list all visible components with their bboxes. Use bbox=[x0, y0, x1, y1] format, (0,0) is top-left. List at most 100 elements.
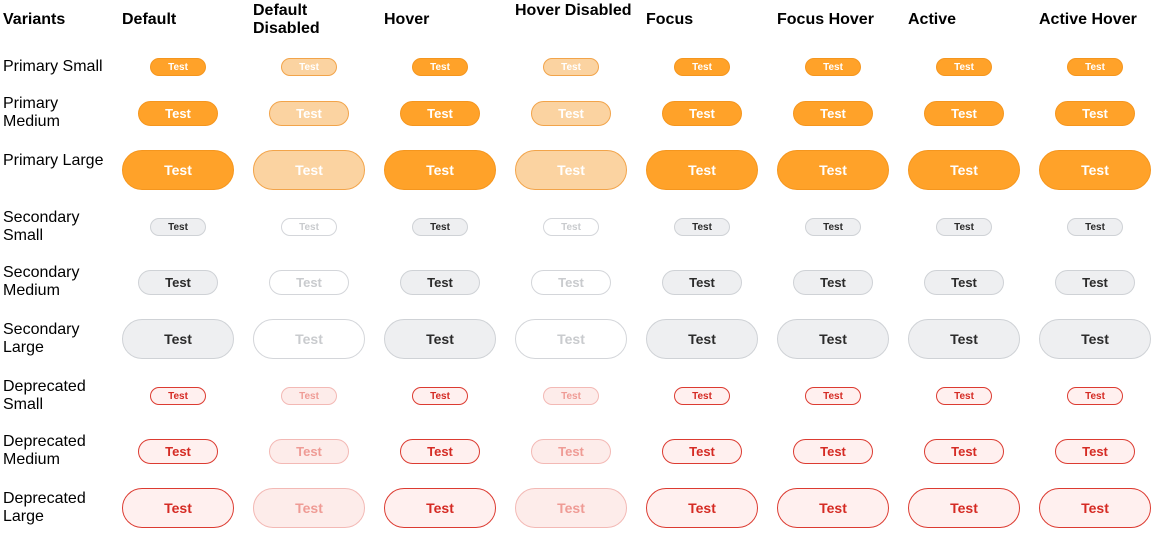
button-label: Test bbox=[296, 105, 322, 121]
deprecated-small-hover-disabled-button: Test bbox=[543, 387, 599, 405]
cell: Test bbox=[515, 317, 627, 361]
primary-medium-default-button[interactable]: Test bbox=[138, 100, 218, 126]
cell: Test bbox=[777, 486, 889, 530]
primary-large-default-button[interactable]: Test bbox=[122, 150, 234, 190]
secondary-small-active-button[interactable]: Test bbox=[936, 218, 992, 236]
button-label: Test bbox=[165, 443, 191, 459]
button-label: Test bbox=[426, 162, 454, 178]
button-label: Test bbox=[561, 61, 581, 73]
deprecated-small-default-button[interactable]: Test bbox=[150, 387, 206, 405]
button-label: Test bbox=[168, 221, 188, 233]
deprecated-small-focus-hover-button[interactable]: Test bbox=[805, 387, 861, 405]
secondary-large-focus-button[interactable]: Test bbox=[646, 319, 758, 359]
column-header-default-disabled: Default Disabled bbox=[253, 2, 320, 37]
primary-medium-active-button[interactable]: Test bbox=[924, 100, 1004, 126]
deprecated-large-hover-button[interactable]: Test bbox=[384, 488, 496, 528]
button-label: Test bbox=[820, 105, 846, 121]
column-header-active-hover: Active Hover bbox=[1039, 11, 1137, 28]
cell: Test bbox=[384, 91, 496, 135]
secondary-medium-focus-hover-button[interactable]: Test bbox=[793, 269, 873, 295]
primary-large-active-button[interactable]: Test bbox=[908, 150, 1020, 190]
button-label: Test bbox=[426, 331, 454, 347]
cell: Test bbox=[384, 374, 496, 418]
cell: Test bbox=[122, 260, 234, 304]
deprecated-small-active-button[interactable]: Test bbox=[936, 387, 992, 405]
cell: Test bbox=[122, 91, 234, 135]
primary-large-hover-button[interactable]: Test bbox=[384, 150, 496, 190]
cell: Test bbox=[515, 91, 627, 135]
button-label: Test bbox=[819, 162, 847, 178]
cell: Test bbox=[777, 429, 889, 473]
primary-medium-default-disabled-button: Test bbox=[269, 100, 349, 126]
deprecated-medium-focus-hover-button[interactable]: Test bbox=[793, 438, 873, 464]
cell: Test bbox=[908, 317, 1020, 361]
cell: Test bbox=[646, 429, 758, 473]
button-label: Test bbox=[168, 61, 188, 73]
deprecated-small-focus-button[interactable]: Test bbox=[674, 387, 730, 405]
primary-small-focus-hover-button[interactable]: Test bbox=[805, 58, 861, 76]
secondary-large-active-button[interactable]: Test bbox=[908, 319, 1020, 359]
primary-medium-focus-button[interactable]: Test bbox=[662, 100, 742, 126]
button-label: Test bbox=[819, 500, 847, 516]
cell: Test bbox=[122, 317, 234, 361]
cell: Test bbox=[384, 260, 496, 304]
cell: Test bbox=[908, 260, 1020, 304]
deprecated-large-active-hover-button[interactable]: Test bbox=[1039, 488, 1151, 528]
cell: Test bbox=[122, 45, 234, 89]
cell: Test bbox=[515, 486, 627, 530]
cell: Test bbox=[908, 91, 1020, 135]
secondary-large-default-disabled-button: Test bbox=[253, 319, 365, 359]
secondary-small-focus-button[interactable]: Test bbox=[674, 218, 730, 236]
deprecated-small-hover-button[interactable]: Test bbox=[412, 387, 468, 405]
button-label: Test bbox=[558, 274, 584, 290]
button-label: Test bbox=[168, 390, 188, 402]
secondary-medium-hover-button[interactable]: Test bbox=[400, 269, 480, 295]
primary-large-focus-hover-button[interactable]: Test bbox=[777, 150, 889, 190]
primary-small-active-hover-button[interactable]: Test bbox=[1067, 58, 1123, 76]
primary-medium-hover-button[interactable]: Test bbox=[400, 100, 480, 126]
deprecated-medium-default-button[interactable]: Test bbox=[138, 438, 218, 464]
secondary-large-hover-disabled-button: Test bbox=[515, 319, 627, 359]
cell: Test bbox=[646, 374, 758, 418]
header-variants: Variants bbox=[3, 11, 66, 28]
secondary-large-default-button[interactable]: Test bbox=[122, 319, 234, 359]
primary-small-focus-button[interactable]: Test bbox=[674, 58, 730, 76]
secondary-large-hover-button[interactable]: Test bbox=[384, 319, 496, 359]
secondary-medium-active-hover-button[interactable]: Test bbox=[1055, 269, 1135, 295]
primary-medium-active-hover-button[interactable]: Test bbox=[1055, 100, 1135, 126]
deprecated-large-active-button[interactable]: Test bbox=[908, 488, 1020, 528]
deprecated-large-focus-button[interactable]: Test bbox=[646, 488, 758, 528]
secondary-small-active-hover-button[interactable]: Test bbox=[1067, 218, 1123, 236]
secondary-small-hover-button[interactable]: Test bbox=[412, 218, 468, 236]
secondary-medium-default-disabled-button: Test bbox=[269, 269, 349, 295]
deprecated-large-focus-hover-button[interactable]: Test bbox=[777, 488, 889, 528]
primary-small-active-button[interactable]: Test bbox=[936, 58, 992, 76]
button-label: Test bbox=[295, 500, 323, 516]
deprecated-medium-active-button[interactable]: Test bbox=[924, 438, 1004, 464]
cell: Test bbox=[777, 260, 889, 304]
deprecated-medium-focus-button[interactable]: Test bbox=[662, 438, 742, 464]
button-label: Test bbox=[819, 331, 847, 347]
cell: Test bbox=[122, 374, 234, 418]
deprecated-medium-hover-button[interactable]: Test bbox=[400, 438, 480, 464]
column-header-hover-disabled: Hover Disabled bbox=[515, 2, 632, 19]
button-label: Test bbox=[1085, 390, 1105, 402]
secondary-small-focus-hover-button[interactable]: Test bbox=[805, 218, 861, 236]
deprecated-medium-active-hover-button[interactable]: Test bbox=[1055, 438, 1135, 464]
primary-large-focus-button[interactable]: Test bbox=[646, 150, 758, 190]
cell: Test bbox=[1039, 260, 1151, 304]
button-label: Test bbox=[561, 390, 581, 402]
primary-small-hover-button[interactable]: Test bbox=[412, 58, 468, 76]
deprecated-large-default-button[interactable]: Test bbox=[122, 488, 234, 528]
primary-medium-focus-hover-button[interactable]: Test bbox=[793, 100, 873, 126]
secondary-medium-focus-button[interactable]: Test bbox=[662, 269, 742, 295]
secondary-large-active-hover-button[interactable]: Test bbox=[1039, 319, 1151, 359]
primary-small-default-button[interactable]: Test bbox=[150, 58, 206, 76]
primary-large-active-hover-button[interactable]: Test bbox=[1039, 150, 1151, 190]
deprecated-small-active-hover-button[interactable]: Test bbox=[1067, 387, 1123, 405]
secondary-large-focus-hover-button[interactable]: Test bbox=[777, 319, 889, 359]
secondary-medium-active-button[interactable]: Test bbox=[924, 269, 1004, 295]
secondary-medium-default-button[interactable]: Test bbox=[138, 269, 218, 295]
secondary-small-default-button[interactable]: Test bbox=[150, 218, 206, 236]
button-label: Test bbox=[296, 274, 322, 290]
